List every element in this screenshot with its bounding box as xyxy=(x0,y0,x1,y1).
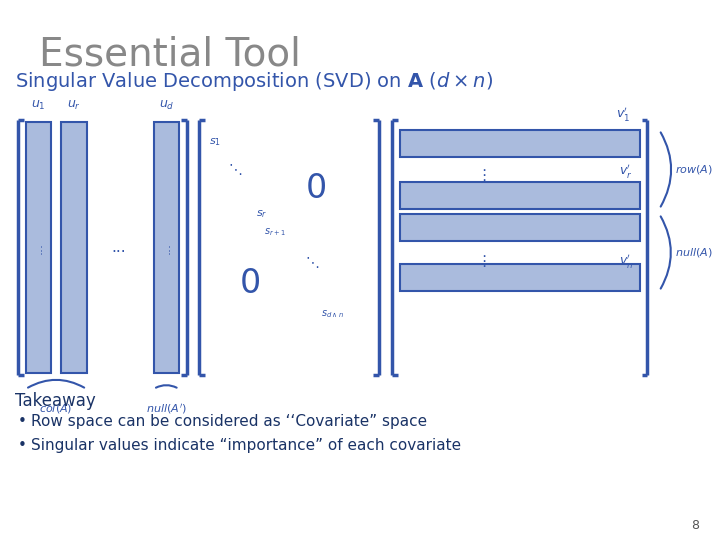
Bar xyxy=(153,122,179,373)
Bar xyxy=(400,214,639,241)
Text: Singular Value Decomposition (SVD) on $\mathbf{A}$ $(d \times n)$: Singular Value Decomposition (SVD) on $\… xyxy=(15,70,492,93)
Text: $null(A)$: $null(A)$ xyxy=(675,246,713,259)
Text: ...: ... xyxy=(112,240,127,255)
Text: ...: ... xyxy=(32,241,45,253)
Text: ...: ... xyxy=(160,241,173,253)
Text: $s_{r+1}$: $s_{r+1}$ xyxy=(264,226,286,238)
Text: $v_r'$: $v_r'$ xyxy=(619,162,633,180)
Bar xyxy=(400,264,639,291)
Text: Takeaway: Takeaway xyxy=(15,392,96,410)
Text: $null(A')$: $null(A')$ xyxy=(146,402,186,416)
Text: 8: 8 xyxy=(690,519,698,532)
Text: $\vdots$: $\vdots$ xyxy=(476,253,487,269)
Text: $col(A)$: $col(A)$ xyxy=(40,402,73,415)
Text: Essential Tool: Essential Tool xyxy=(40,35,301,73)
Text: $v_1'$: $v_1'$ xyxy=(616,105,630,123)
Text: $u_r$: $u_r$ xyxy=(67,99,81,112)
Text: $0$: $0$ xyxy=(239,267,260,300)
Text: $s_r$: $s_r$ xyxy=(256,208,267,220)
Text: $v_n'$: $v_n'$ xyxy=(618,252,633,270)
Text: Row space can be considered as ‘‘Covariate” space: Row space can be considered as ‘‘Covaria… xyxy=(32,414,428,429)
Text: •: • xyxy=(18,438,27,453)
Text: •: • xyxy=(18,414,27,429)
Text: $\ddots$: $\ddots$ xyxy=(305,255,320,271)
Text: $row(A)$: $row(A)$ xyxy=(675,163,713,176)
Text: $s_1$: $s_1$ xyxy=(209,136,220,148)
Text: $\vdots$: $\vdots$ xyxy=(476,167,487,183)
Bar xyxy=(26,122,51,373)
Text: $\ddots$: $\ddots$ xyxy=(228,162,243,177)
Text: $u_1$: $u_1$ xyxy=(31,99,45,112)
Text: $0$: $0$ xyxy=(305,172,326,205)
Bar xyxy=(400,130,639,157)
Text: Singular values indicate “importance” of each covariate: Singular values indicate “importance” of… xyxy=(32,438,462,453)
Text: $s_{d\wedge n}$: $s_{d\wedge n}$ xyxy=(321,309,344,321)
Bar xyxy=(61,122,86,373)
Bar xyxy=(400,182,639,209)
Text: $u_d$: $u_d$ xyxy=(158,99,174,112)
